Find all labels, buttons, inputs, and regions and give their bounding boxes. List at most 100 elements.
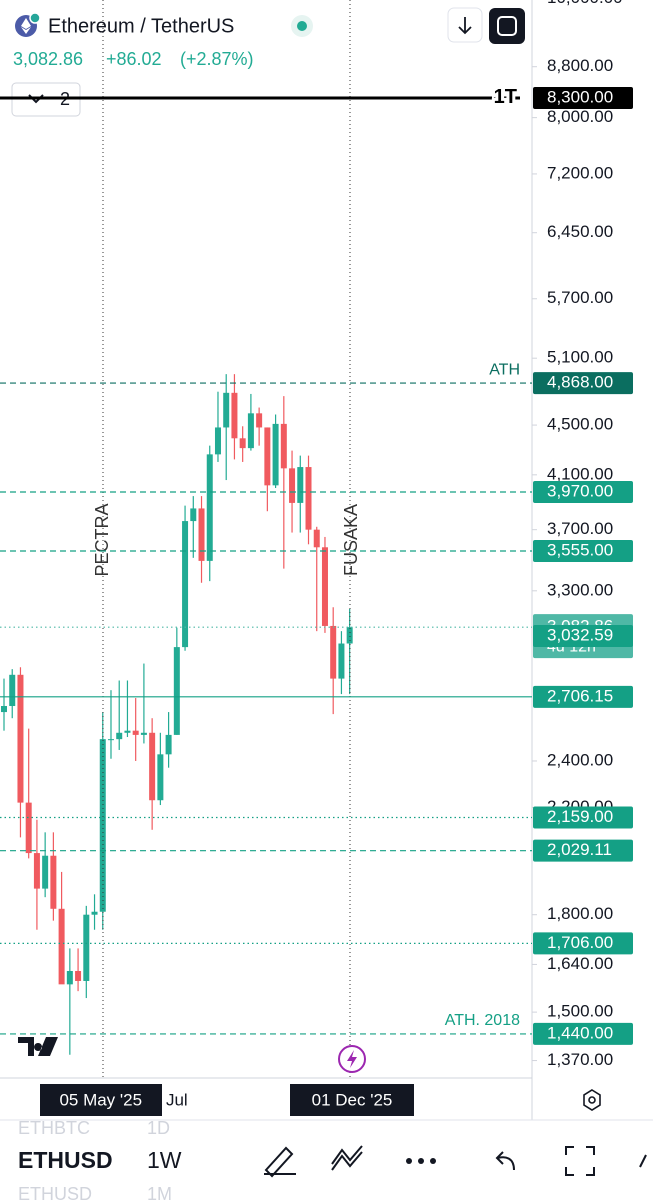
- candle-body: [83, 914, 90, 981]
- level-note: 1T: [494, 86, 517, 108]
- x-tick-label: 05 May '25: [59, 1090, 142, 1109]
- candle-body: [9, 674, 16, 707]
- candle-body: [206, 454, 213, 561]
- candle-body: [321, 547, 328, 626]
- event-label: PECTRA: [92, 503, 112, 576]
- undo-button[interactable]: [495, 1151, 515, 1171]
- candle-body: [231, 392, 238, 439]
- indicators-toggle[interactable]: [11, 82, 81, 117]
- symbol-option[interactable]: ETHUSD: [18, 1184, 92, 1200]
- candle-body: [157, 754, 164, 801]
- y-tick-label: 1,500.00: [547, 1002, 613, 1021]
- price-label: 1,440.00: [547, 1023, 613, 1042]
- price-label: 2,029.11: [547, 840, 612, 859]
- candle-body: [223, 392, 230, 428]
- price-label: 3,970.00: [547, 482, 613, 501]
- price-change: +86.02: [106, 49, 162, 69]
- price-label-box: [533, 624, 633, 647]
- draw-tool[interactable]: [264, 1146, 296, 1178]
- price-label: 8,300.00: [547, 87, 613, 106]
- candle-body: [50, 855, 57, 909]
- interval-option[interactable]: 1D: [147, 1118, 170, 1138]
- candle-body: [239, 438, 246, 449]
- candle-body: [140, 732, 147, 735]
- settings-dot: [588, 1096, 596, 1104]
- candle-body: [346, 627, 353, 644]
- candle-body: [256, 413, 263, 428]
- y-tick-label: 3,700.00: [547, 519, 613, 538]
- candle-body: [116, 732, 123, 740]
- plot: [1, 374, 353, 1055]
- candle-body: [107, 739, 114, 741]
- candle-body: [297, 467, 304, 503]
- candle-body: [280, 423, 287, 469]
- symbol-option[interactable]: ETHBTC: [18, 1118, 90, 1138]
- candle-body: [1, 706, 7, 713]
- y-tick-label: 1,800.00: [547, 904, 613, 923]
- settings-icon[interactable]: [583, 1089, 601, 1111]
- price-label: 2,706.15: [547, 686, 613, 705]
- y-tick-label: 7,200.00: [547, 163, 613, 182]
- price-label: 4,868.00: [547, 373, 613, 392]
- y-tick-label: 5,700.00: [547, 288, 613, 307]
- bottom-toolbar: ETHBTC 1D ETHUSD 1W ETHUSD 1M: [18, 1118, 647, 1200]
- candle-body: [305, 467, 312, 530]
- candle-body: [75, 970, 82, 981]
- candle-body: [173, 647, 180, 735]
- price-label: 3,555.00: [547, 541, 613, 560]
- price-label-box: [533, 1022, 633, 1045]
- candle-body: [25, 802, 32, 854]
- candle-body: [247, 413, 254, 449]
- candle-body: [214, 427, 221, 455]
- candle-body: [33, 853, 40, 889]
- trend-tool[interactable]: [331, 1145, 363, 1171]
- y-tick-label: 4,100.00: [547, 464, 613, 483]
- y-tick-label: 8,800.00: [547, 56, 613, 75]
- candle-body: [132, 730, 139, 735]
- price-label-box: [533, 806, 633, 829]
- time-label-box: [290, 1084, 414, 1116]
- y-tick-label: 1,370.00: [547, 1050, 613, 1069]
- price-label-box: [533, 540, 633, 563]
- last-price: 3,082.86: [13, 49, 83, 69]
- time-label-box: [40, 1084, 162, 1116]
- level-note: ATH: [489, 361, 520, 378]
- y-tick-label: 6,450.00: [547, 222, 613, 241]
- y-tick-label: 5,100.00: [547, 348, 613, 367]
- eth-glyph: [21, 18, 31, 34]
- lightning-icon: [347, 1050, 357, 1068]
- candle-body: [198, 508, 205, 561]
- candle-body: [313, 529, 320, 548]
- x-tick-label: 01 Dec '25: [312, 1090, 393, 1109]
- candle-body: [91, 911, 98, 915]
- interval-selector[interactable]: 1W: [147, 1147, 182, 1173]
- price-label: 3,032.59: [547, 625, 613, 644]
- y-tick-label: 3,300.00: [547, 580, 613, 599]
- price-label-box: [533, 839, 633, 862]
- candle-body: [190, 508, 197, 522]
- quote-icon: [29, 12, 41, 24]
- y-tick-label: 8,000.00: [547, 107, 613, 126]
- status-dot: [297, 21, 307, 31]
- x-tick-label: Jul: [166, 1090, 188, 1109]
- symbol-title: Ethereum / TetherUS: [48, 15, 234, 37]
- price-label-box: [533, 481, 633, 504]
- candle-body: [124, 730, 131, 733]
- candle-body: [149, 732, 156, 801]
- fullscreen-icon: [497, 16, 517, 36]
- symbol-selector[interactable]: ETHUSD: [18, 1147, 113, 1173]
- price-label-box: [533, 372, 633, 395]
- price-label-box: [533, 86, 633, 109]
- fullscreen-button[interactable]: [489, 8, 525, 44]
- price-change-pct: (+2.87%): [180, 49, 254, 69]
- interval-option[interactable]: 1M: [147, 1184, 172, 1200]
- more-tools[interactable]: [639, 1154, 647, 1168]
- tv-logo: [18, 1037, 58, 1056]
- price-label-box: [533, 932, 633, 955]
- fullscreen-tool[interactable]: [565, 1146, 595, 1176]
- level-note: ATH. 2018: [445, 1012, 520, 1029]
- download-icon: [458, 17, 472, 35]
- candle-body: [289, 468, 296, 503]
- more-button[interactable]: [406, 1158, 436, 1164]
